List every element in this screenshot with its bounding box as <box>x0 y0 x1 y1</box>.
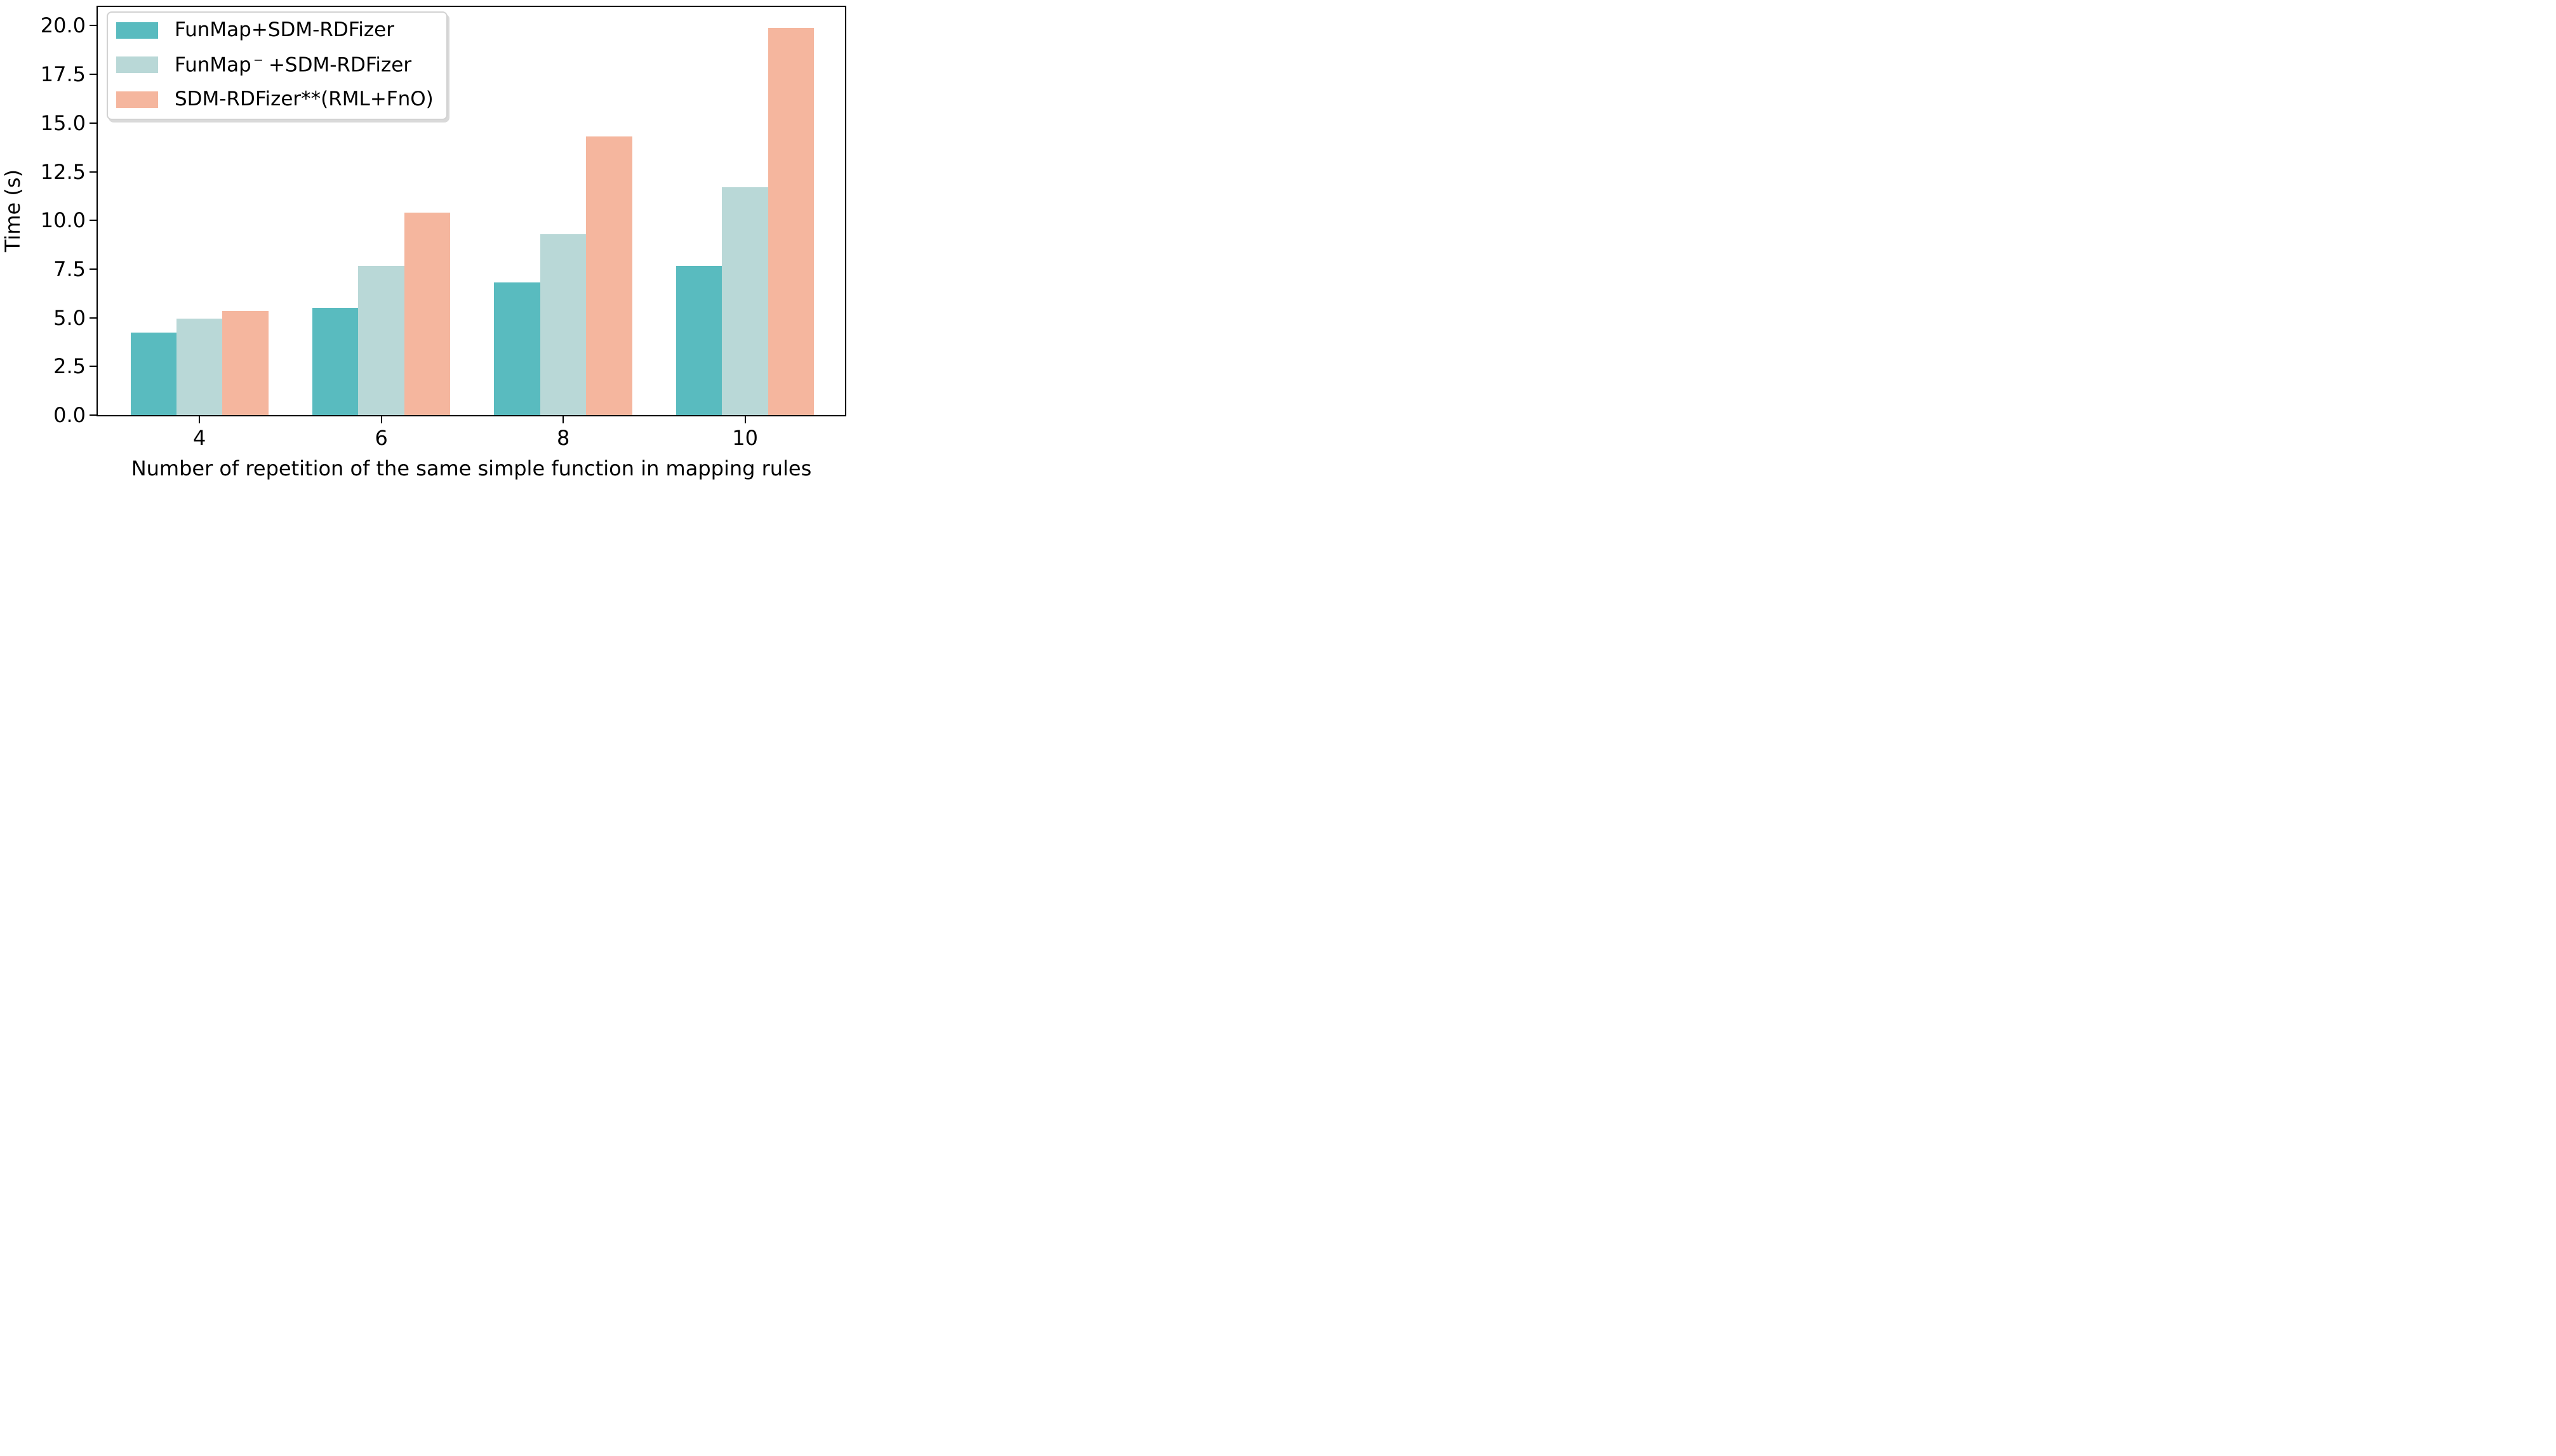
bar-series3-x6 <box>404 212 451 415</box>
bar-series1-x8 <box>494 282 540 415</box>
legend-swatch-icon <box>116 22 158 39</box>
y-tick-label: 10.0 <box>40 208 86 233</box>
y-tick-label: 15.0 <box>40 110 86 135</box>
plot-area: 0.0 2.5 5.0 7.5 10.0 12.5 15.0 17.5 20.0 4 6 8 10 F… <box>41 6 846 448</box>
x-tick-mark <box>744 416 746 423</box>
y-tick-mark <box>90 25 97 27</box>
y-tick-mark <box>90 268 97 270</box>
y-tick-mark <box>90 414 97 416</box>
y-tick-label: 17.5 <box>40 62 86 87</box>
bar-chart-figure: Time (s) 0.0 2.5 5.0 7.5 10.0 12.5 15.0 17.5 20.… <box>0 0 852 486</box>
bar-series2-x4 <box>176 319 223 415</box>
bar-series2-x6 <box>358 266 404 415</box>
y-tick-label: 20.0 <box>40 13 86 38</box>
y-tick-mark <box>90 317 97 319</box>
x-tick-mark <box>562 416 564 423</box>
y-tick-mark <box>90 74 97 76</box>
y-axis-label: Time (s) <box>1 169 25 253</box>
bars-layer <box>98 7 845 415</box>
legend-item-2: FunMap − +SDM-RDFizer <box>116 53 434 77</box>
x-tick-label: 6 <box>375 426 388 450</box>
y-tick-mark <box>90 220 97 222</box>
y-tick-mark <box>90 122 97 124</box>
bar-series1-x10 <box>676 266 722 415</box>
x-tick-mark <box>199 416 201 423</box>
legend: FunMap+SDM-RDFizer FunMap − +SDM-RDFizer SDM… <box>107 11 448 120</box>
y-tick-mark <box>90 171 97 173</box>
legend-swatch-icon <box>116 56 158 74</box>
x-tick-label: 8 <box>556 426 570 450</box>
bar-series1-x6 <box>312 308 359 415</box>
y-tick-label: 5.0 <box>53 305 86 330</box>
legend-item-1: FunMap+SDM-RDFizer <box>116 18 434 43</box>
x-tick-mark <box>380 416 382 423</box>
y-axis-ticks: 0.0 2.5 5.0 7.5 10.0 12.5 15.0 17.5 20.0 <box>41 7 845 425</box>
y-tick-label: 12.5 <box>40 159 86 184</box>
x-tick-label: 4 <box>193 426 206 450</box>
legend-swatch-icon <box>116 91 158 108</box>
bar-series1-x4 <box>130 332 176 415</box>
bar-series3-x4 <box>222 310 269 415</box>
legend-item-3: SDM-RDFizer**(RML+FnO) <box>116 88 434 112</box>
y-tick-label: 2.5 <box>53 354 86 379</box>
y-tick-label: 0.0 <box>53 403 86 427</box>
bar-series3-x10 <box>768 27 815 415</box>
x-tick-label: 10 <box>732 426 758 450</box>
legend-label: FunMap − +SDM-RDFizer <box>175 52 412 77</box>
bar-series2-x8 <box>540 234 587 415</box>
bar-series3-x8 <box>586 136 632 415</box>
x-axis-label: Number of repetition of the same simple … <box>131 456 812 480</box>
legend-label: FunMap+SDM-RDFizer <box>175 18 395 41</box>
y-tick-mark <box>90 366 97 367</box>
x-axis-ticks: 4 6 8 10 <box>98 7 845 448</box>
bar-series2-x10 <box>722 187 768 415</box>
legend-label: SDM-RDFizer**(RML+FnO) <box>175 87 434 110</box>
y-tick-label: 7.5 <box>53 256 86 281</box>
